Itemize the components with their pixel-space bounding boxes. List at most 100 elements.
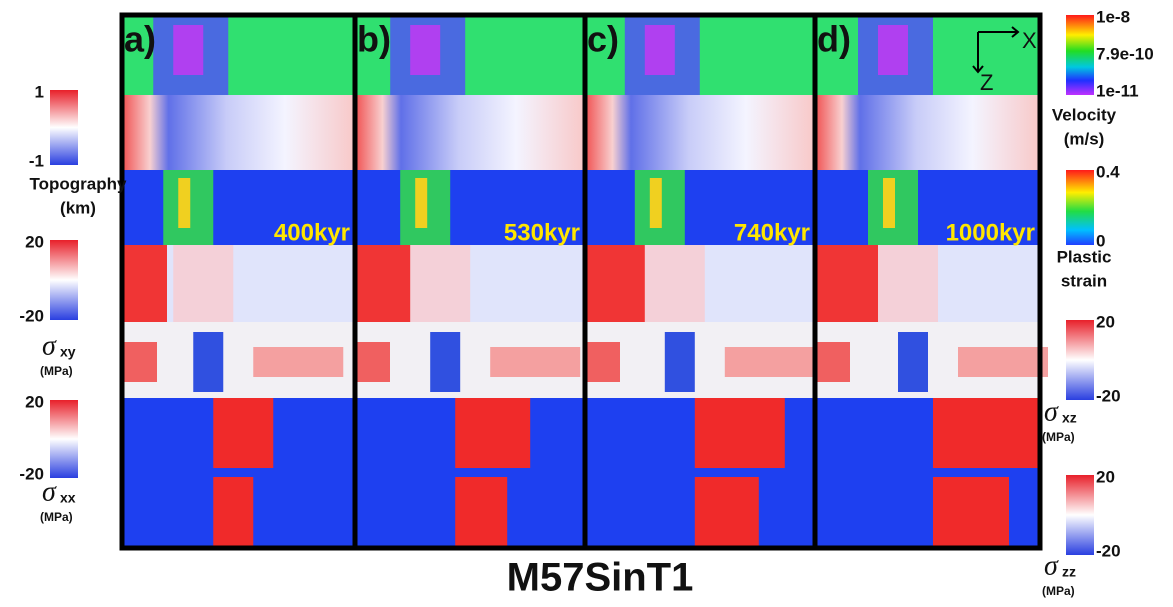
field (410, 25, 441, 75)
field (253, 347, 344, 377)
colorbar-tick-label: 20 (1096, 467, 1115, 486)
field (694, 398, 785, 468)
colorbar (1066, 15, 1094, 95)
field (898, 332, 928, 392)
colorbar-tick-label: 1e-8 (1096, 7, 1130, 26)
colorbar-unit: (MPa) (1042, 430, 1075, 444)
panel (119, 12, 358, 551)
colorbar-tick-label: 0.4 (1096, 162, 1120, 181)
colorbar (1066, 170, 1094, 245)
field (415, 178, 428, 228)
field (213, 398, 274, 468)
field (644, 245, 705, 322)
colorbar-tick-label: 0 (1096, 231, 1105, 250)
colorbar-tick-label: 20 (1096, 312, 1115, 331)
field (585, 342, 620, 382)
colorbar-label: Velocity (1052, 105, 1117, 124)
colorbar-symbol: σ (1044, 396, 1059, 427)
axis-arrow (972, 26, 1020, 74)
colorbar-tick-label: 20 (25, 232, 44, 251)
panel (812, 12, 1048, 551)
field (649, 178, 662, 228)
field (455, 398, 531, 468)
field (694, 477, 759, 547)
field (644, 25, 675, 75)
field (193, 332, 224, 392)
figure-title: M57SinT1 (507, 556, 694, 600)
field (355, 245, 412, 322)
field (958, 347, 1048, 377)
topography-field (585, 95, 815, 170)
field (585, 245, 654, 322)
colorbar (50, 90, 78, 165)
field (173, 25, 204, 75)
panel-label: b) (357, 19, 391, 60)
field (355, 342, 390, 382)
field (664, 332, 695, 392)
field (878, 245, 938, 322)
topography-field (355, 95, 585, 170)
panel-label: a) (124, 19, 156, 60)
colorbar-tick-label: 1e-11 (1096, 81, 1139, 100)
velocity-field (585, 15, 815, 95)
plastic-strain-field (122, 170, 355, 245)
panel (582, 12, 818, 551)
time-label: 530kyr (504, 219, 580, 246)
plastic-strain-field (585, 170, 815, 245)
colorbar-subscript: xx (60, 490, 76, 506)
colorbar-label: Plastic (1057, 247, 1112, 266)
colorbar-unit: (MPa) (40, 364, 73, 378)
colorbar-subscript: xy (60, 344, 76, 360)
topography-field (815, 95, 1040, 170)
colorbar-symbol: σ (1044, 550, 1059, 581)
colorbar-subscript: zz (1062, 564, 1076, 580)
colorbar-unit: (MPa) (40, 510, 73, 524)
field (883, 178, 895, 228)
colorbar-label: Topography (30, 174, 127, 193)
axis-z-label: Z (980, 70, 993, 95)
topography-field (122, 95, 355, 170)
plastic-strain-field (815, 170, 1040, 245)
colorbar-tick-label: -20 (19, 306, 44, 325)
colorbar (1066, 475, 1094, 555)
colorbar-tick-label: -20 (1096, 541, 1121, 560)
panel (352, 12, 588, 551)
colorbar-subscript: xz (1062, 410, 1077, 426)
plastic-strain-field (355, 170, 585, 245)
colorbar-label: (km) (60, 198, 96, 217)
panel-label: c) (587, 19, 619, 60)
colorbar-tick-label: 7.9e-10 (1096, 44, 1154, 63)
field (122, 245, 167, 322)
field (213, 477, 254, 547)
panel-frame (812, 12, 1043, 551)
colorbar-tick-label: -20 (19, 464, 44, 483)
field (933, 477, 1009, 547)
field (455, 477, 508, 547)
colorbar-unit: (MPa) (1042, 584, 1075, 598)
time-label: 740kyr (734, 219, 810, 246)
colorbar (50, 400, 78, 478)
field (410, 245, 471, 322)
axis-x-label: X (1022, 28, 1037, 53)
colorbar-symbol: σ (42, 330, 57, 361)
colorbar-label: (m/s) (1064, 129, 1105, 148)
time-label: 1000kyr (946, 219, 1035, 246)
colorbar-tick-label: -20 (1096, 386, 1121, 405)
time-label: 400kyr (274, 219, 350, 246)
colorbar-tick-label: 20 (25, 392, 44, 411)
colorbar-label: strain (1061, 271, 1107, 290)
field (173, 245, 234, 322)
field (724, 347, 815, 377)
field (122, 342, 157, 382)
field (933, 398, 1038, 468)
field (430, 332, 461, 392)
colorbar-tick-label: -1 (29, 151, 44, 170)
panel-label: d) (817, 19, 851, 60)
field (490, 347, 581, 377)
field (815, 342, 850, 382)
field (178, 178, 191, 228)
field (878, 25, 908, 75)
colorbar-symbol: σ (42, 476, 57, 507)
colorbar (50, 240, 78, 320)
